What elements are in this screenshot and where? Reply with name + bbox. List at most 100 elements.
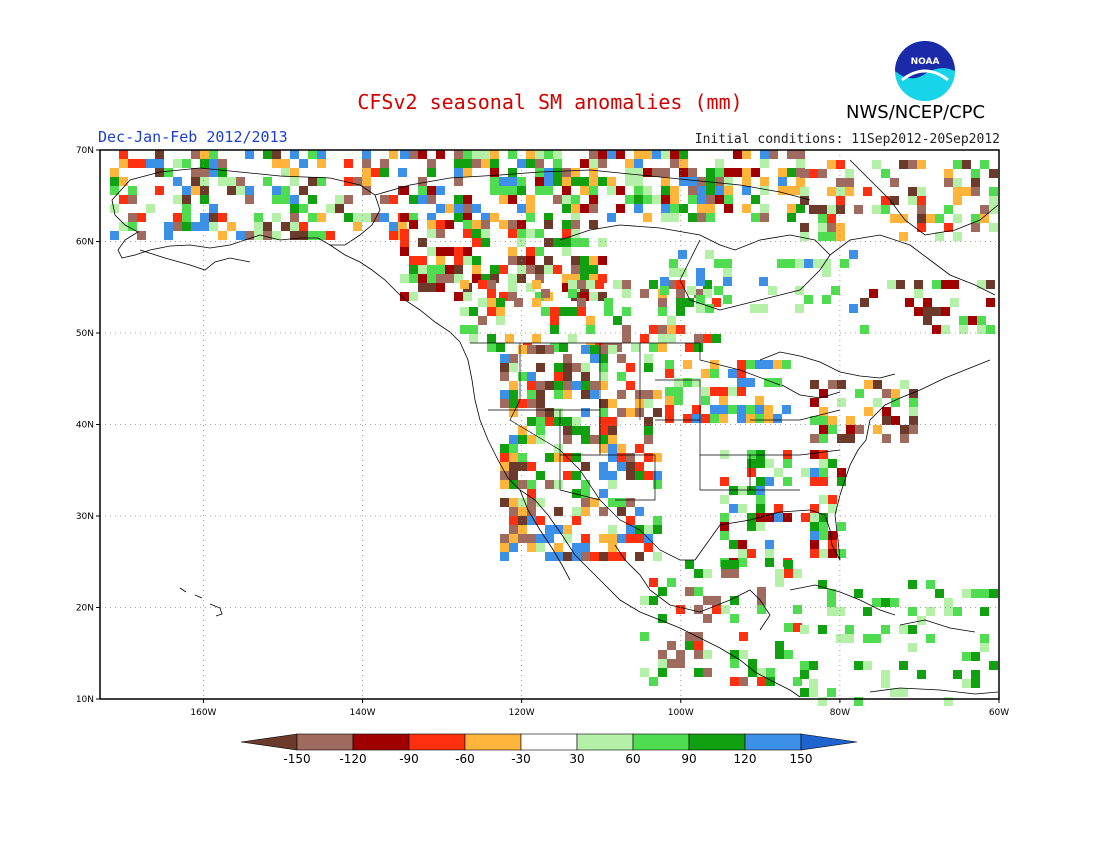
anomaly-cell <box>764 414 773 423</box>
anomaly-cell <box>490 265 499 274</box>
anomaly-cell <box>454 168 463 177</box>
anomaly-cell <box>463 229 472 238</box>
anomaly-cell <box>818 625 827 634</box>
anomaly-cell <box>545 417 554 426</box>
anomaly-cell <box>810 380 819 389</box>
anomaly-cell <box>544 213 553 222</box>
anomaly-cell <box>586 316 595 325</box>
anomaly-cell <box>765 477 774 486</box>
anomaly-cell <box>599 435 608 444</box>
anomaly-cell <box>914 307 923 316</box>
anomaly-cell <box>863 187 872 196</box>
anomaly-cell <box>454 159 463 168</box>
noaa-logo: NOAA <box>895 41 955 101</box>
anomaly-cell <box>517 265 526 274</box>
anomaly-cell <box>837 549 846 558</box>
anomaly-cell <box>917 196 926 205</box>
anomaly-cell <box>818 169 827 178</box>
anomaly-cell <box>554 480 563 489</box>
anomaly-cell <box>191 177 200 186</box>
anomaly-cell <box>676 325 685 334</box>
anomaly-cell <box>846 425 855 434</box>
anomaly-cell <box>782 360 791 369</box>
anomaly-cell <box>164 222 173 231</box>
anomaly-cell <box>765 558 774 567</box>
anomaly-cell <box>683 378 692 387</box>
anomaly-cell <box>353 177 362 186</box>
anomaly-cell <box>517 229 526 238</box>
svg-text:NOAA: NOAA <box>911 57 940 67</box>
anomaly-cell <box>505 334 514 343</box>
anomaly-cell <box>604 307 613 316</box>
anomaly-cell <box>783 477 792 486</box>
anomaly-cell <box>837 477 846 486</box>
anomaly-cell <box>760 186 769 195</box>
anomaly-cell <box>200 222 209 231</box>
anomaly-cell <box>589 220 598 229</box>
anomaly-cell <box>577 307 586 316</box>
anomaly-cell <box>472 150 481 159</box>
anomaly-cell <box>353 213 362 222</box>
anomaly-cell <box>509 516 518 525</box>
anomaly-cell <box>962 187 971 196</box>
anomaly-cell <box>527 507 536 516</box>
colorbar-segment <box>352 733 410 751</box>
anomaly-cell <box>873 425 882 434</box>
anomaly-cell <box>914 289 923 298</box>
anomaly-cell <box>617 534 626 543</box>
anomaly-cell <box>110 186 119 195</box>
anomaly-cell <box>572 381 581 390</box>
anomaly-cell <box>819 425 828 434</box>
anomaly-cell <box>308 231 317 240</box>
anomaly-cell <box>580 177 589 186</box>
anomaly-cell <box>962 679 971 688</box>
anomaly-cell <box>737 414 746 423</box>
anomaly-cell <box>463 159 472 168</box>
anomaly-cell <box>598 256 607 265</box>
anomaly-cell <box>962 652 971 661</box>
anomaly-cell <box>653 480 662 489</box>
anomaly-cell <box>643 168 652 177</box>
lon-tick-label: 140W <box>350 708 376 718</box>
anomaly-cell <box>944 598 953 607</box>
anomaly-cell <box>882 407 891 416</box>
anomaly-cell <box>728 387 737 396</box>
anomaly-cell <box>613 343 622 352</box>
anomaly-cell <box>784 560 793 569</box>
anomaly-cell <box>796 204 805 213</box>
anomaly-cell <box>836 634 845 643</box>
anomaly-cell <box>644 543 653 552</box>
anomaly-cell <box>562 229 571 238</box>
anomaly-cell <box>508 186 517 195</box>
anomaly-cell <box>828 380 837 389</box>
anomaly-cell <box>481 274 490 283</box>
anomaly-cell <box>218 231 227 240</box>
anomaly-cell <box>703 596 712 605</box>
anomaly-cell <box>499 220 508 229</box>
anomaly-cell <box>155 150 164 159</box>
anomaly-cell <box>518 525 527 534</box>
anomaly-cell <box>715 177 724 186</box>
anomaly-cell <box>535 229 544 238</box>
anomaly-cell <box>554 543 563 552</box>
anomaly-cell <box>400 213 409 222</box>
anomaly-cell <box>463 213 472 222</box>
anomaly-cell <box>454 274 463 283</box>
anomaly-cell <box>750 304 759 313</box>
anomaly-cell <box>380 159 389 168</box>
anomaly-cell <box>777 259 786 268</box>
anomaly-cell <box>649 343 658 352</box>
anomaly-cell <box>572 543 581 552</box>
anomaly-cell <box>418 177 427 186</box>
anomaly-cell <box>173 222 182 231</box>
anomaly-cell <box>589 186 598 195</box>
anomaly-cell <box>819 416 828 425</box>
anomaly-cell <box>701 414 710 423</box>
anomaly-cell <box>326 231 335 240</box>
anomaly-cell <box>544 168 553 177</box>
anomaly-cell <box>598 238 607 247</box>
anomaly-cell <box>810 549 819 558</box>
anomaly-cell <box>818 205 827 214</box>
anomaly-cell <box>544 150 553 159</box>
anomaly-cell <box>742 186 751 195</box>
